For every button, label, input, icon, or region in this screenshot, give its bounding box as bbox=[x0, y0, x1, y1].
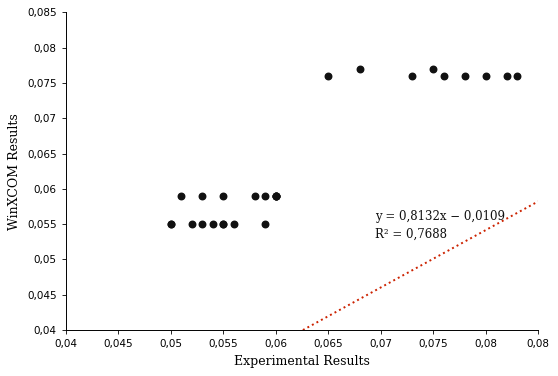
Point bbox=[166, 221, 175, 227]
Point bbox=[229, 221, 238, 227]
Point bbox=[177, 193, 186, 199]
Point bbox=[250, 193, 259, 199]
Point bbox=[166, 221, 175, 227]
Point bbox=[219, 221, 228, 227]
X-axis label: Experimental Results: Experimental Results bbox=[234, 355, 370, 368]
Point bbox=[261, 193, 270, 199]
Point bbox=[355, 66, 364, 72]
Point bbox=[261, 221, 270, 227]
Point bbox=[208, 221, 217, 227]
Point bbox=[219, 221, 228, 227]
Point bbox=[198, 221, 206, 227]
Point bbox=[187, 221, 196, 227]
Point bbox=[460, 73, 469, 79]
Point bbox=[271, 193, 280, 199]
Point bbox=[198, 193, 206, 199]
Point bbox=[481, 73, 490, 79]
Point bbox=[439, 73, 448, 79]
Point bbox=[271, 193, 280, 199]
Y-axis label: WinXCOM Results: WinXCOM Results bbox=[8, 113, 21, 230]
Text: y = 0,8132x − 0,0109
R² = 0,7688: y = 0,8132x − 0,0109 R² = 0,7688 bbox=[376, 210, 506, 241]
Point bbox=[429, 66, 437, 72]
Point bbox=[271, 193, 280, 199]
Point bbox=[408, 73, 417, 79]
Point bbox=[219, 193, 228, 199]
Point bbox=[324, 73, 333, 79]
Point bbox=[271, 193, 280, 199]
Point bbox=[502, 73, 511, 79]
Point bbox=[513, 73, 522, 79]
